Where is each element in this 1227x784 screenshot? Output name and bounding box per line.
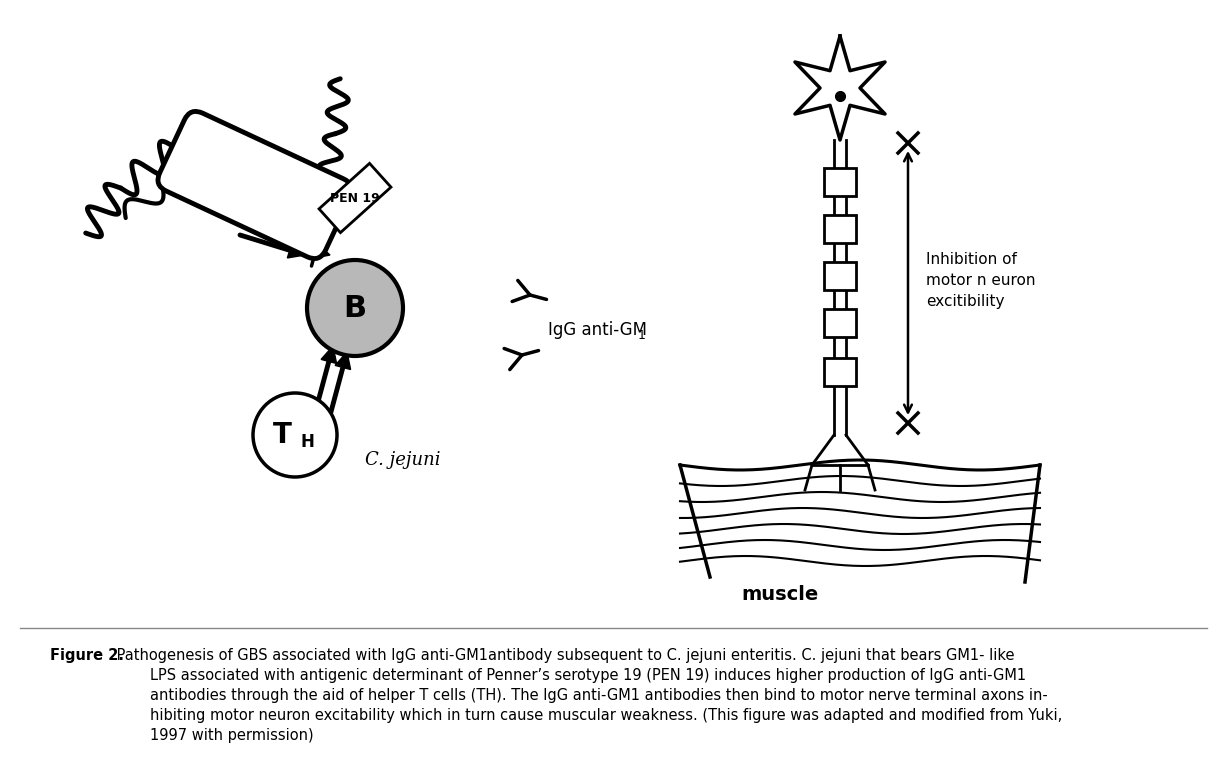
Text: Inhibition of
motor n euron
excitibility: Inhibition of motor n euron excitibility bbox=[926, 252, 1036, 308]
Circle shape bbox=[307, 260, 402, 356]
FancyBboxPatch shape bbox=[825, 309, 856, 337]
FancyBboxPatch shape bbox=[825, 215, 856, 243]
Text: hibiting motor neuron excitability which in turn cause muscular weakness. (This : hibiting motor neuron excitability which… bbox=[150, 708, 1063, 723]
Text: IgG anti-GM: IgG anti-GM bbox=[548, 321, 647, 339]
Text: PEN 19: PEN 19 bbox=[330, 191, 380, 205]
Polygon shape bbox=[287, 243, 306, 258]
Polygon shape bbox=[795, 36, 885, 140]
Text: antibodies through the aid of helper T cells (TH). The IgG anti-GM1 antibodies t: antibodies through the aid of helper T c… bbox=[150, 688, 1048, 703]
Circle shape bbox=[253, 393, 337, 477]
Polygon shape bbox=[321, 346, 336, 364]
Polygon shape bbox=[313, 243, 330, 259]
Text: H: H bbox=[301, 433, 315, 451]
FancyBboxPatch shape bbox=[825, 168, 856, 196]
FancyBboxPatch shape bbox=[158, 111, 352, 259]
Text: Figure 2.: Figure 2. bbox=[50, 648, 124, 663]
FancyBboxPatch shape bbox=[825, 358, 856, 386]
FancyBboxPatch shape bbox=[319, 163, 391, 233]
Text: 1997 with permission): 1997 with permission) bbox=[150, 728, 314, 743]
Text: 1: 1 bbox=[638, 328, 645, 342]
Text: B: B bbox=[344, 293, 367, 322]
Text: muscle: muscle bbox=[741, 585, 818, 604]
FancyBboxPatch shape bbox=[825, 262, 856, 290]
Text: Pathogenesis of GBS associated with IgG anti-GM1antibody subsequent to C. jejuni: Pathogenesis of GBS associated with IgG … bbox=[112, 648, 1015, 663]
Text: C. jejuni: C. jejuni bbox=[364, 451, 440, 469]
Text: LPS associated with antigenic determinant of Penner’s serotype 19 (PEN 19) induc: LPS associated with antigenic determinan… bbox=[150, 668, 1026, 683]
Text: T: T bbox=[274, 421, 292, 449]
Polygon shape bbox=[335, 352, 351, 369]
